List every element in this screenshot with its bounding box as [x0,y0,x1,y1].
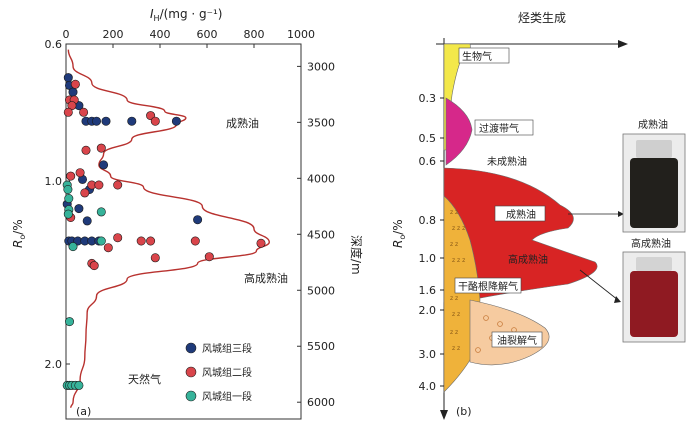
data-point-series2-16 [80,188,90,198]
data-point-series2-22 [256,238,266,248]
data-point-series1-3 [68,87,78,97]
right-tick-label-5: 5500 [307,340,335,353]
data-point-series2-14 [94,180,104,190]
data-point-series3-7 [68,242,78,252]
data-point-series2-6 [79,107,89,117]
data-point-series2-15 [113,180,123,190]
data-point-series3-8 [96,236,106,246]
hydrocarbon-envelope-curve [67,49,270,408]
data-point-series2-21 [190,236,200,246]
data-point-series2-18 [113,233,123,243]
data-point-series1-16 [82,216,92,226]
data-point-series3-4 [96,207,106,217]
left-tick-label-2: 2.0 [45,358,63,371]
data-point-series2-9 [81,145,91,155]
annotation-high-mature-oil: 高成熟油 [244,271,288,285]
top-tick-label-0: 0 [63,28,70,41]
data-point-series3-6 [63,209,73,219]
data-point-series1-11 [99,160,109,170]
top-axis-label: IH/(mg · g⁻¹) [150,7,222,23]
data-point-series2-11 [75,168,85,178]
plot-frame-a [65,43,302,420]
legend-label-member3: 风城组三段 [202,342,252,355]
right-tick-label-3: 4500 [307,228,335,241]
panel-label-a: (a) [76,405,91,418]
top-tick-label-1: 200 [103,28,124,41]
data-point-series1-1 [63,73,73,83]
legend-marker-member3 [185,342,197,354]
data-point-series2-1 [70,79,80,89]
data-point-series3-2 [63,185,73,195]
top-tick-label-4: 800 [244,28,265,41]
legend-a: 风城组三段 风城组二段 风城组一段 [185,342,252,403]
legend-label-member2: 风城组二段 [202,366,252,379]
data-point-series1-15 [74,204,84,214]
top-tick-label-2: 400 [150,28,171,41]
left-axis-ticks: 0.6 1.0 2.0 [45,38,70,371]
data-point-series2-23 [103,243,113,253]
right-axis-label: 深度/m [349,235,364,275]
right-tick-label-4: 5000 [307,284,335,297]
right-tick-label-6: 6000 [307,396,335,409]
top-axis-ticks: 0 200 400 600 800 1000 [63,28,315,48]
left-axis-label-a: Ro/% [11,219,27,248]
data-point-series2-27 [89,261,99,271]
right-tick-label-0: 3000 [307,60,335,73]
data-point-series1-7 [92,116,102,126]
data-point-series2-8 [150,116,160,126]
data-point-series3-14 [74,380,84,390]
data-point-series2-25 [150,253,160,263]
data-point-series1-23 [193,215,203,225]
data-point-series3-3 [64,194,74,204]
data-point-series2-19 [136,236,146,246]
envelope-line [67,49,270,408]
top-tick-label-3: 600 [197,28,218,41]
legend-marker-member1 [185,390,197,402]
data-point-series1-9 [127,116,137,126]
left-tick-label-0: 0.6 [45,38,63,51]
right-tick-label-2: 4000 [307,172,335,185]
data-point-series2-10 [96,143,106,153]
legend-label-member1: 风城组一段 [202,390,252,403]
data-point-series2-20 [146,236,156,246]
data-point-series1-10 [171,116,181,126]
left-tick-label-1: 1.0 [45,175,63,188]
data-point-series3-9 [65,317,75,327]
right-axis-ticks: 3000 3500 4000 4500 5000 5500 6000 [297,60,335,409]
annotation-mature-oil: 成熟油 [226,116,259,130]
data-point-series2-12 [66,171,76,181]
data-point-series2-24 [204,252,214,262]
legend-marker-member2 [185,366,197,378]
sample-points [62,73,266,390]
annotation-natural-gas: 天然气 [128,372,161,386]
data-point-series1-8 [101,116,111,126]
data-point-series2-5 [63,107,73,117]
top-tick-label-5: 1000 [287,28,315,41]
right-tick-label-1: 3500 [307,116,335,129]
